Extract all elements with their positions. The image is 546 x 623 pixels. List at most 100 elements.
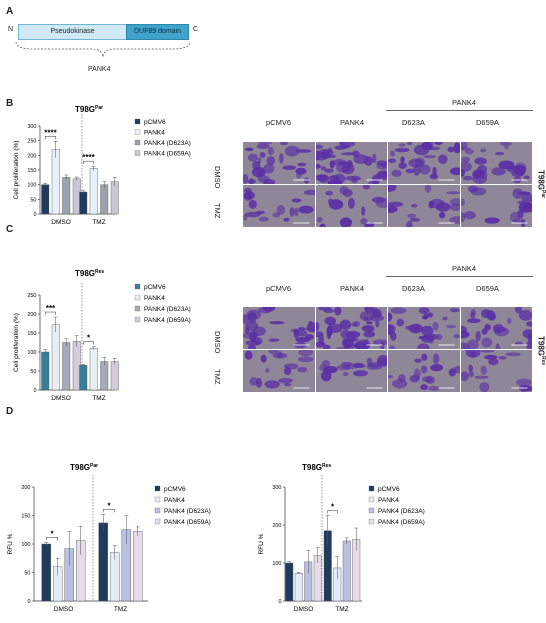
chart-d1-sig-bracket [103,509,115,513]
chart-d2-ytick-label: 300 [272,485,281,491]
micrograph-tile [387,350,465,392]
chart-d2-legend-label: PANK4 [378,497,399,504]
micrograph-tile [243,142,315,189]
chart-b-legend-swatch [134,129,141,135]
chart-c-bar [100,361,109,391]
chart-d1-sig-bracket [46,537,58,541]
chart-d2-ytick-label: 0 [278,599,281,605]
chart-b-sig-label: **** [44,128,57,137]
duf89-label: DUF89 domain [133,28,182,35]
chart-d1-legend-swatch [154,507,161,514]
micrograph-tile [383,307,461,354]
micro-c-col4: D659A [476,284,499,293]
micrograph-tile [315,184,391,228]
micro-b-col4: D659A [476,118,499,127]
chart-d2-legend-swatch [368,485,375,492]
micrograph-tile [459,347,533,393]
micro-c-group-line [386,276,533,277]
micro-b-col3: D623A [402,118,425,127]
micro-b-group: PANK4 [452,98,477,107]
chart-b-bar [41,184,50,215]
chart-c-sig-bracket [45,311,56,316]
chart-b-xtick-label: TMZ [92,219,105,226]
panel-label-d: D [6,406,14,417]
micrograph-tile [454,307,533,353]
chart-b-bar [100,184,109,215]
chart-c-ytick-label: 150 [27,331,36,337]
chart-b-legend-swatch [134,150,141,156]
chart-c-ytick-label: 50 [30,369,36,375]
chart-d1-legend-label: pCMV6 [164,486,186,493]
chart-d1-sig-label: * [107,501,111,510]
chart-c-bar [79,365,88,391]
c-terminus-label: C [193,26,199,33]
chart-b-bar [51,149,60,215]
chart-d1-ytick-label: 200 [21,485,30,491]
chart-d1-bar [41,543,51,602]
chart-c-legend-label: PANK4 (D623A) [144,306,191,313]
chart-c-bar [110,361,119,391]
chart-d2-legend-swatch [368,518,375,525]
chart-c-sig-label: *** [46,304,56,313]
cell-stain-image [387,353,465,391]
chart-b-legend-label: pCMV6 [144,119,166,126]
chart-d2-ytick-label: 100 [272,561,281,567]
chart-d2-legend-label: PANK4 (D623A) [378,508,425,515]
chart-d2-ytick-label: 200 [272,523,281,529]
chart-c-bar [62,342,71,391]
chart-b-legend-swatch [134,139,141,146]
chart-d1-legend-label: PANK4 (D623A) [164,508,211,515]
chart-d1-bar [110,552,120,602]
chart-d2-legend-swatch [368,496,375,503]
micro-b-row2: TMZ [213,203,222,219]
micrograph-tile [311,307,388,351]
chart-c-ylabel: Cell proliferation (%) [13,313,20,372]
micro-c-col3: D623A [402,284,425,293]
chart-b-legend-label: PANK4 (D623A) [144,140,191,147]
chart-c-bar [89,348,98,391]
chart-d1-bar [133,531,143,602]
cell-stain-image [311,142,392,187]
chart-d1-bar [98,522,108,602]
micro-b-group-line [386,110,533,111]
micro-c-row1: DMSO [213,331,222,354]
chart-b-xtick-label: DMSO [51,219,71,226]
micrograph-tile [311,142,392,187]
micro-b-side-label: T98GPar [536,170,546,199]
chart-d2-bar [294,573,303,602]
chart-b-ytick-label: 50 [30,197,36,203]
chart-c-legend-label: pCMV6 [144,284,166,291]
n-terminus-label: N [8,26,14,33]
chart-d1-ytick-label: 100 [21,542,30,548]
chart-c-ytick-label: 200 [27,312,36,318]
micrograph-tile [315,350,391,392]
chart-d1-sig-label: * [50,529,54,538]
micrograph-grid-b [243,142,533,228]
micro-c-row2: TMZ [213,369,222,385]
chart-c-ytick-label: 100 [27,350,36,356]
micrograph-tile [456,142,532,184]
chart-d1-legend-swatch [154,518,161,525]
chart-c-legend-label: PANK4 [144,295,165,302]
chart-c-legend-swatch [134,316,141,323]
chart-d1-ylabel: RFU % [7,533,14,554]
chart-c-ytick-label: 0 [33,388,36,394]
panel-label-c: C [6,224,14,235]
chart-b-legend-label: PANK4 (D659A) [144,151,191,158]
cell-stain-image [382,182,466,228]
chart-b-sig-bracket [83,160,94,165]
micrograph-tile [243,307,319,353]
chart-c-legend-swatch [134,305,141,312]
cell-stain-image [383,307,461,354]
chart-c-xtick-label: DMSO [51,395,71,402]
micrograph-tile [458,185,533,228]
chart-c-xtick-label: TMZ [92,395,105,402]
chart-c-bar [41,351,50,391]
cell-stain-image [311,307,388,351]
cell-stain-image [456,142,530,184]
duf89-domain: DUF89 domain [126,24,189,40]
chart-c-legend-label: PANK4 (D659A) [144,317,191,324]
chart-d2-bar [342,540,351,602]
cell-stain-image [243,307,319,353]
